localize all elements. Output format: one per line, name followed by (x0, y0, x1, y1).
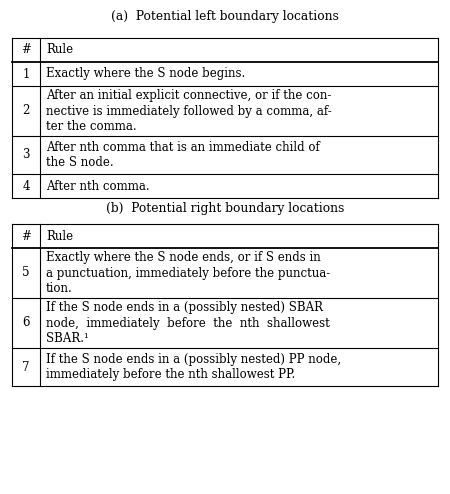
Text: If the S node ends in a (possibly nested) PP node,: If the S node ends in a (possibly nested… (46, 353, 341, 366)
Text: If the S node ends in a (possibly nested) SBAR: If the S node ends in a (possibly nested… (46, 301, 323, 314)
Text: SBAR.¹: SBAR.¹ (46, 332, 89, 345)
Text: #: # (21, 43, 31, 56)
Text: immediately before the nth shallowest PP.: immediately before the nth shallowest PP… (46, 368, 295, 381)
Text: After an initial explicit connective, or if the con-: After an initial explicit connective, or… (46, 89, 331, 102)
Text: Exactly where the S node ends, or if S ends in: Exactly where the S node ends, or if S e… (46, 251, 321, 264)
Text: After nth comma.: After nth comma. (46, 179, 149, 193)
Text: 5: 5 (22, 266, 30, 280)
Text: ter the comma.: ter the comma. (46, 120, 137, 133)
Text: (a)  Potential left boundary locations: (a) Potential left boundary locations (111, 10, 339, 23)
Text: the S node.: the S node. (46, 156, 113, 169)
Text: (b)  Potential right boundary locations: (b) Potential right boundary locations (106, 202, 344, 215)
Text: node,  immediately  before  the  nth  shallowest: node, immediately before the nth shallow… (46, 317, 330, 329)
Text: 3: 3 (22, 149, 30, 162)
Text: nective is immediately followed by a comma, af-: nective is immediately followed by a com… (46, 105, 332, 118)
Text: 6: 6 (22, 317, 30, 329)
Text: After nth comma that is an immediate child of: After nth comma that is an immediate chi… (46, 141, 320, 154)
Text: Rule: Rule (46, 43, 73, 56)
Text: Rule: Rule (46, 230, 73, 243)
Text: 1: 1 (22, 68, 30, 81)
Text: Exactly where the S node begins.: Exactly where the S node begins. (46, 68, 245, 81)
Text: 7: 7 (22, 361, 30, 373)
Text: #: # (21, 230, 31, 243)
Text: 2: 2 (22, 105, 30, 118)
Text: tion.: tion. (46, 282, 73, 295)
Text: a punctuation, immediately before the punctua-: a punctuation, immediately before the pu… (46, 266, 330, 280)
Text: 4: 4 (22, 179, 30, 193)
